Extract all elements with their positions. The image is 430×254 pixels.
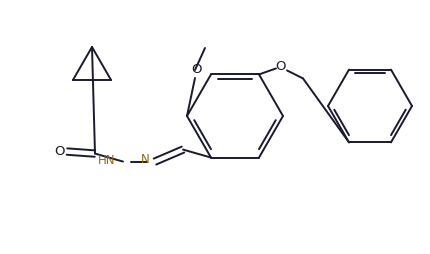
Text: N: N xyxy=(141,153,150,166)
Text: O: O xyxy=(275,60,286,73)
Text: HN: HN xyxy=(97,154,115,167)
Text: O: O xyxy=(55,145,65,158)
Text: O: O xyxy=(191,64,202,76)
